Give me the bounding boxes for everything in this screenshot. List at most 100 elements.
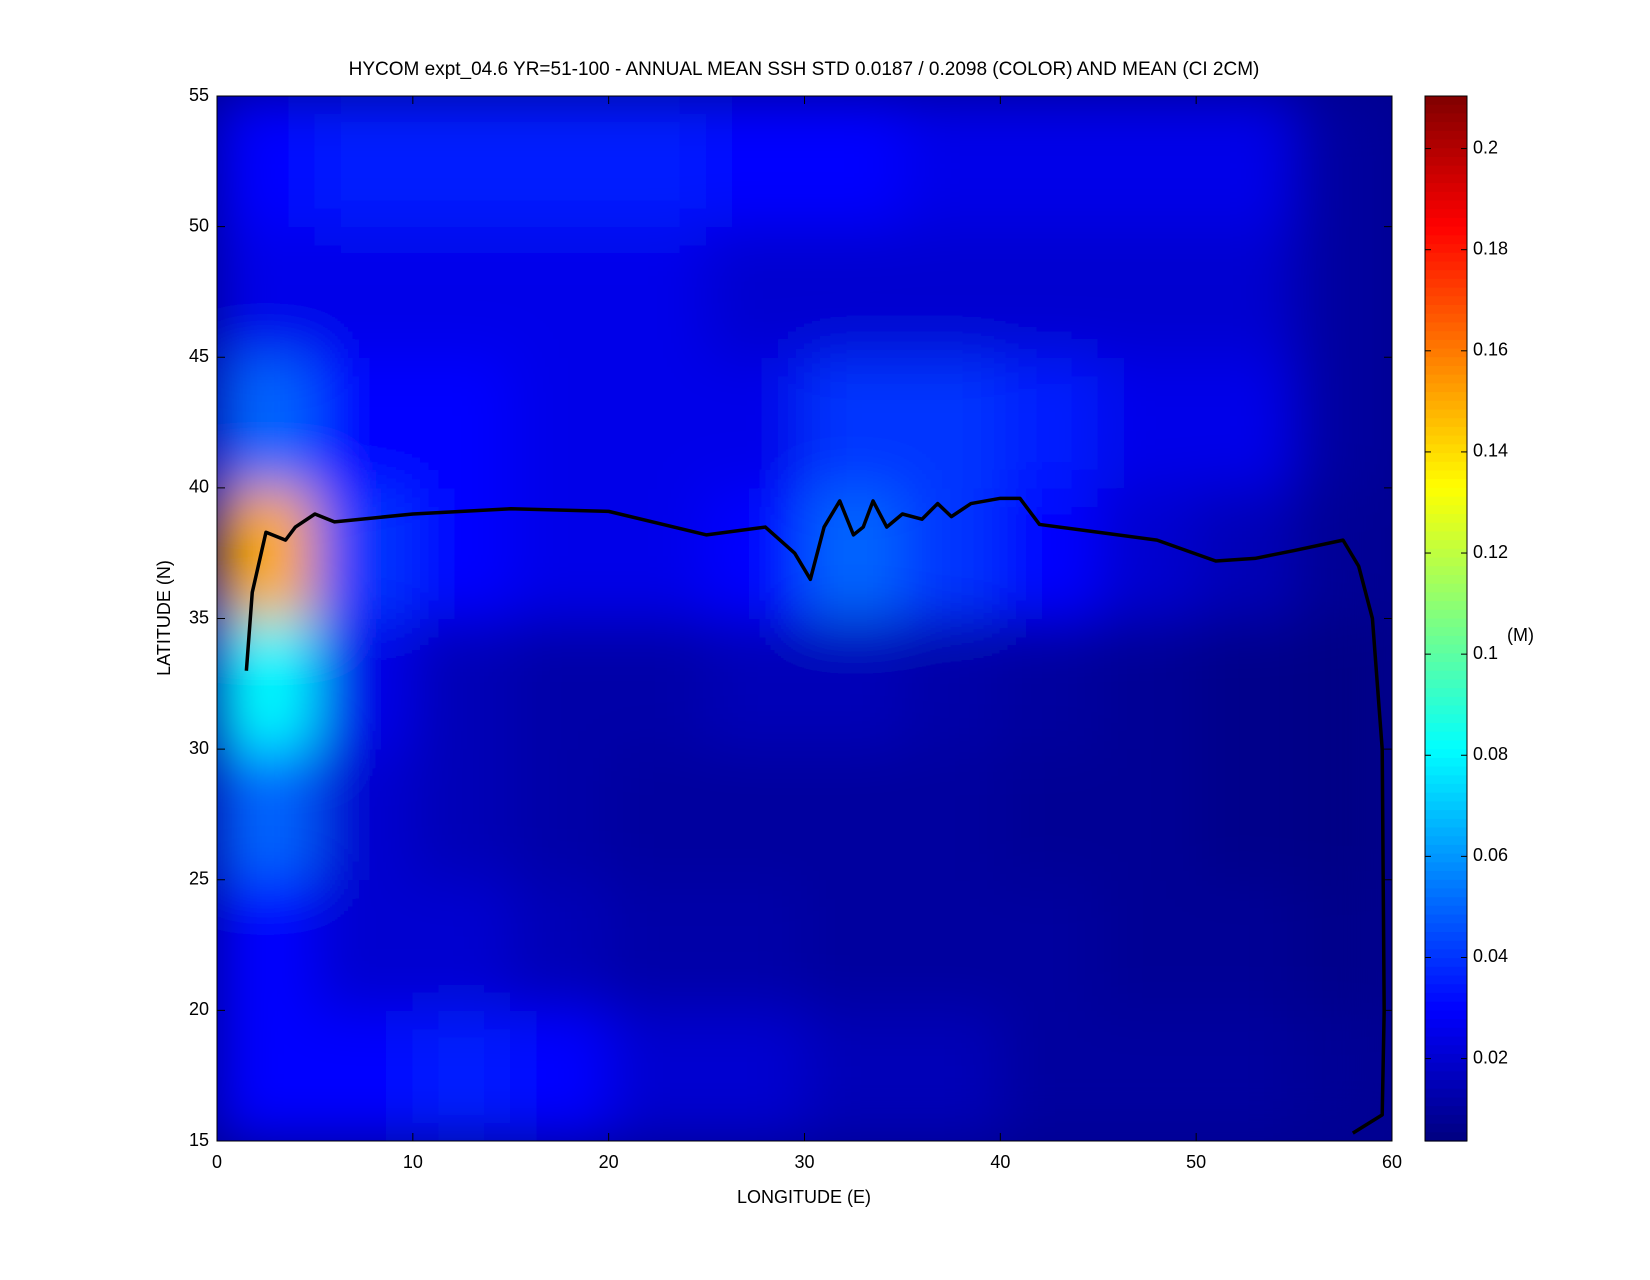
heat-cell: [804, 879, 903, 1011]
colorbar-swatch: [1425, 810, 1467, 820]
heat-cell: [1195, 96, 1295, 228]
colorbar-swatch: [1425, 749, 1467, 759]
colorbar-swatch: [1425, 958, 1467, 968]
colorbar-swatch: [1425, 331, 1467, 341]
colorbar-swatch: [1425, 905, 1467, 916]
colorbar-label: (M): [1507, 625, 1534, 645]
colorbar-swatch: [1425, 766, 1467, 776]
heat-cell: [1097, 487, 1197, 619]
chart-title: HYCOM expt_04.6 YR=51-100 - ANNUAL MEAN …: [349, 59, 1260, 80]
heat-cell: [217, 879, 316, 1011]
colorbar-swatch: [1425, 531, 1467, 541]
colorbar-swatch: [1425, 1071, 1467, 1081]
colorbar-swatch: [1425, 583, 1467, 593]
colorbar-swatch: [1425, 226, 1467, 236]
colorbar-swatch: [1425, 514, 1467, 524]
colorbar-tick-label: 0.06: [1473, 845, 1508, 865]
x-tick-label: 40: [990, 1152, 1010, 1172]
colorbar-swatch: [1425, 566, 1467, 576]
colorbar-swatch: [1425, 217, 1467, 228]
colorbar-swatch: [1425, 200, 1467, 210]
field: [217, 96, 1392, 1141]
heat-cell: [608, 487, 708, 619]
colorbar-swatch: [1425, 183, 1467, 193]
colorbar-swatch: [1425, 104, 1467, 115]
x-tick-label: 0: [212, 1152, 222, 1172]
heat-cell: [314, 748, 414, 881]
colorbar-swatch: [1425, 296, 1467, 306]
heat-cell: [1097, 96, 1197, 228]
heat-cell: [804, 487, 903, 619]
heat-cell: [314, 879, 414, 1011]
y-tick-label: 55: [189, 85, 209, 105]
cells: [217, 96, 1392, 1141]
colorbar-swatch: [1425, 435, 1467, 445]
heat-cell: [804, 748, 903, 881]
heat-cell: [706, 1009, 805, 1141]
colorbar-swatch: [1425, 548, 1467, 559]
heat-cell: [706, 487, 805, 619]
colorbar-swatch: [1425, 940, 1467, 951]
colorbar-swatch: [1425, 949, 1467, 959]
colorbar-swatch: [1425, 862, 1467, 872]
colorbar-swatch: [1425, 1019, 1467, 1029]
colorbar-tick-label: 0.12: [1473, 542, 1508, 562]
colorbar-swatch: [1425, 740, 1467, 750]
heat-cell: [412, 748, 512, 881]
x-tick-label: 20: [599, 1152, 619, 1172]
heat-cell: [1293, 226, 1392, 358]
heat-cell: [217, 356, 316, 489]
colorbar-swatch: [1425, 1045, 1467, 1055]
colorbar-swatch: [1425, 522, 1467, 533]
heat-cell: [901, 356, 1001, 489]
heat-cell: [999, 96, 1099, 228]
heat-cell: [510, 356, 610, 489]
colorbar-swatch: [1425, 322, 1467, 332]
colorbar-swatch: [1425, 496, 1467, 506]
colorbar-swatch: [1425, 1106, 1467, 1116]
y-tick-label: 35: [189, 607, 209, 627]
heat-cell: [608, 1009, 708, 1141]
heat-cell: [217, 487, 316, 619]
heat-cell: [804, 96, 903, 228]
colorbar-swatch: [1425, 244, 1467, 254]
heat-cell: [804, 356, 903, 489]
colorbar-swatch: [1425, 557, 1467, 567]
colorbar-swatch: [1425, 775, 1467, 785]
heat-cell: [608, 618, 708, 750]
heat-cell: [412, 226, 512, 358]
heat-cell: [608, 356, 708, 489]
colorbar-tick-label: 0.1: [1473, 643, 1498, 663]
heat-cell: [1293, 1009, 1392, 1141]
y-tick-label: 25: [189, 869, 209, 889]
colorbar-swatch: [1425, 653, 1467, 663]
colorbar-tick-label: 0.14: [1473, 441, 1508, 461]
heat-cell: [999, 1009, 1099, 1141]
colorbar-swatch: [1425, 792, 1467, 802]
colorbar-swatch: [1425, 374, 1467, 384]
colorbar-swatch: [1425, 453, 1467, 463]
heat-cell: [412, 1009, 512, 1141]
colorbar-swatch: [1425, 383, 1467, 393]
heat-cell: [314, 96, 414, 228]
heat-cell: [1097, 356, 1197, 489]
colorbar-swatch: [1425, 1027, 1467, 1038]
colorbar-swatch: [1425, 574, 1467, 585]
colorbar-swatch: [1425, 357, 1467, 367]
colorbar-swatch: [1425, 871, 1467, 881]
heat-cell: [314, 356, 414, 489]
heat-cell: [1097, 618, 1197, 750]
x-tick-label: 10: [403, 1152, 423, 1172]
heat-cell: [901, 1009, 1001, 1141]
colorbar-swatch: [1425, 444, 1467, 454]
colorbar-swatch: [1425, 1088, 1467, 1099]
heat-cell: [706, 879, 805, 1011]
heat-cell: [510, 748, 610, 881]
heat-cell: [901, 748, 1001, 881]
heat-cell: [314, 226, 414, 358]
colorbar-swatch: [1425, 191, 1467, 202]
colorbar-tick-label: 0.16: [1473, 340, 1508, 360]
heat-cell: [217, 748, 316, 881]
heat-cell: [1195, 1009, 1295, 1141]
